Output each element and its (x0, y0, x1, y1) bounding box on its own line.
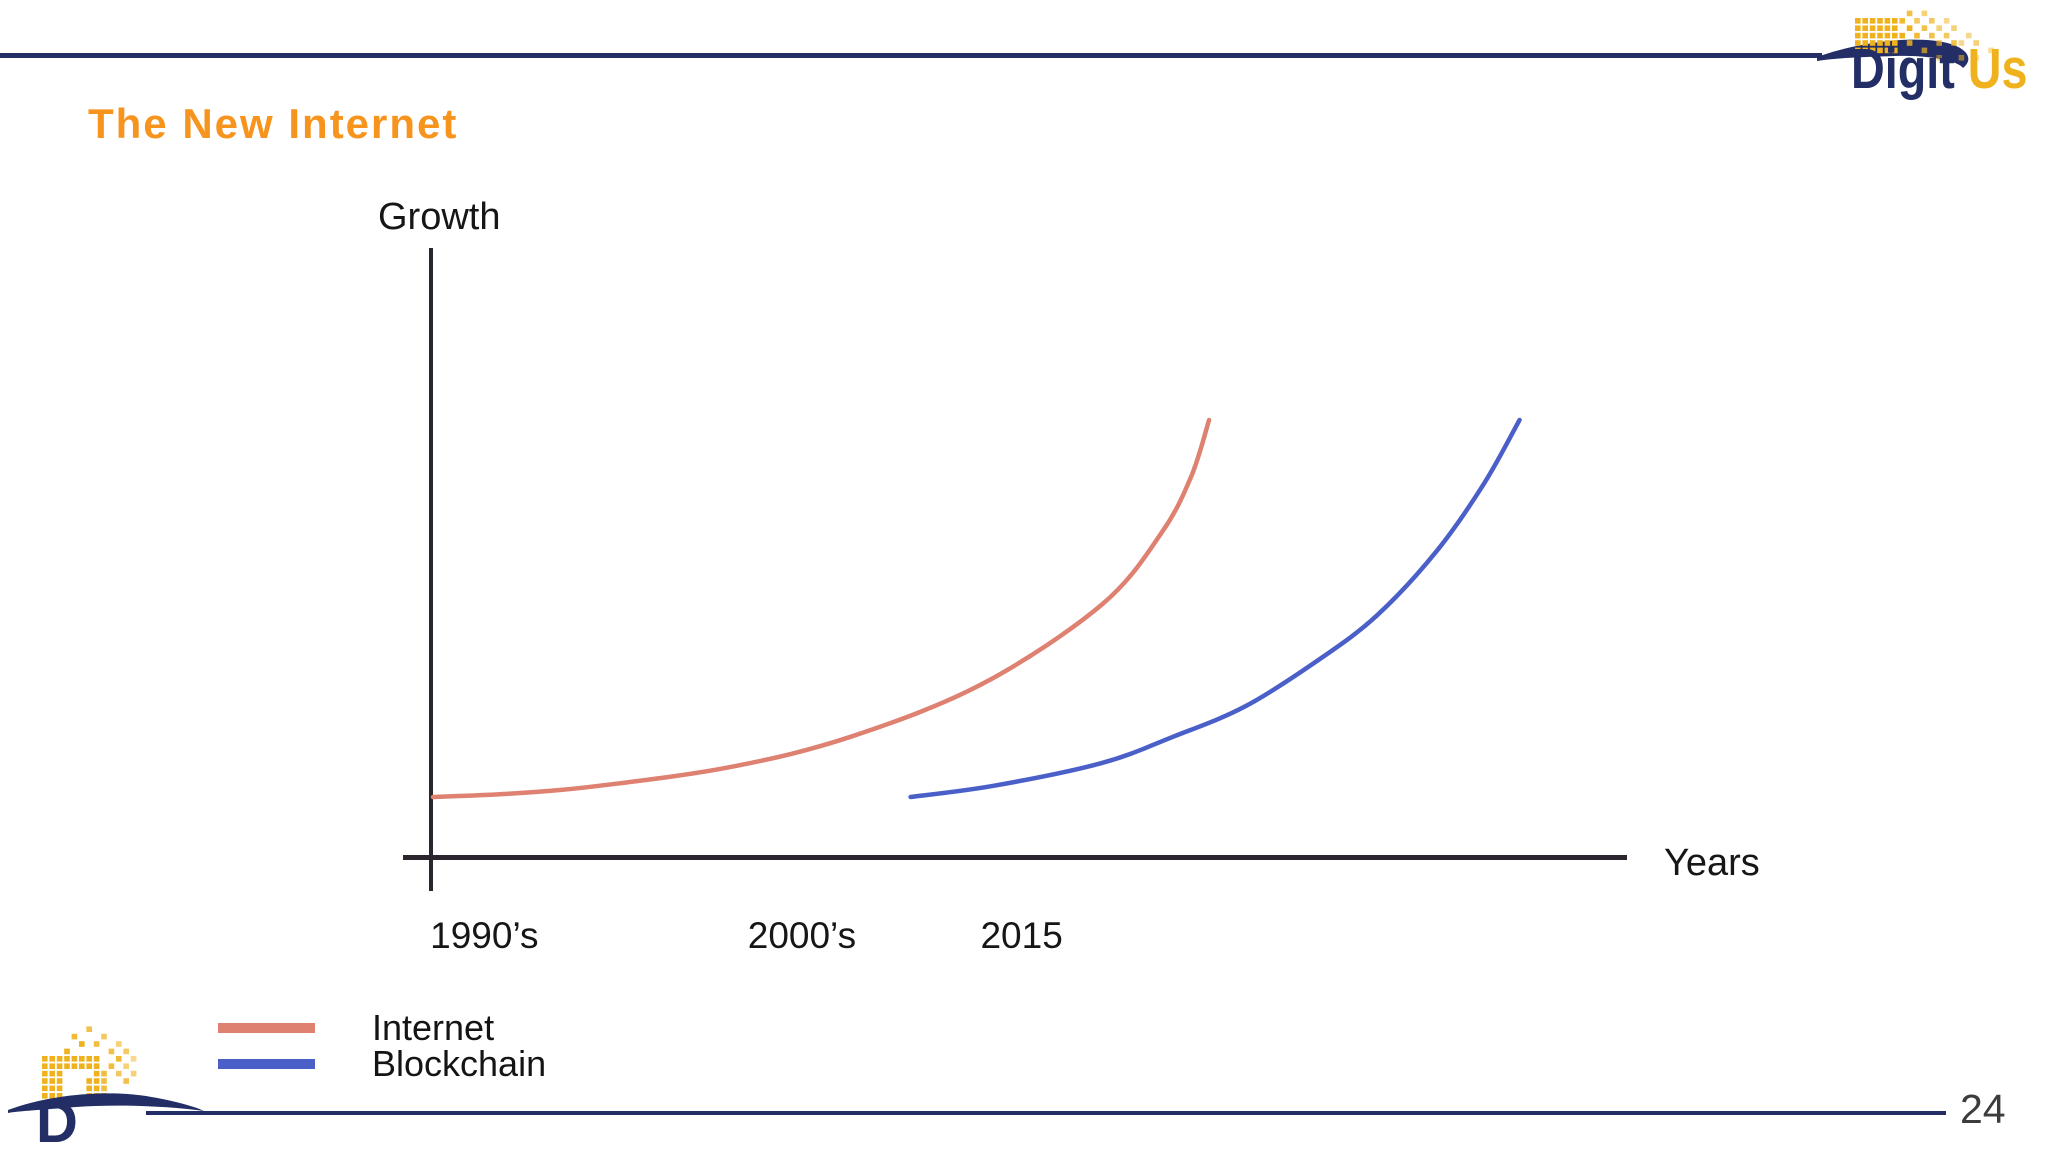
internet-swatch-icon (218, 1023, 315, 1033)
logo-swoosh-icon (1817, 39, 1969, 68)
legend-row-internet: Internet (218, 1007, 546, 1048)
blockchain-growth-curve (908, 417, 1522, 800)
slide-title: The New Internet (88, 100, 459, 147)
chart-legend: Internet Blockchain (218, 1007, 547, 1084)
chart-curves (430, 417, 1522, 800)
mark-pixel-squares-icon (42, 1026, 137, 1099)
mark-swoosh-icon (8, 1093, 204, 1113)
logo-wordmark: Digit Us (1851, 38, 2028, 100)
tick-label-2015: 2015 (980, 915, 1063, 956)
top-divider-line (0, 53, 1822, 58)
x-axis-label: Years (1664, 842, 1760, 884)
tick-label-1990s: 1990’s (430, 915, 539, 956)
digitus-mark-logo: D (8, 1026, 204, 1150)
tick-label-2000s: 2000’s (747, 915, 857, 956)
bottom-divider-line (146, 1111, 1946, 1115)
mark-letter-d: D (36, 1090, 78, 1150)
page-number: 24 (1960, 1086, 2006, 1132)
legend-row-blockchain: Blockchain (218, 1043, 547, 1084)
logo-text-us: Us (1968, 38, 2028, 100)
digitus-logo: Digit Us (1817, 10, 2028, 100)
y-axis-line (429, 248, 433, 891)
legend-label-internet: Internet (372, 1007, 495, 1048)
legend-label-blockchain: Blockchain (372, 1043, 547, 1084)
logo-pixel-squares-icon (1855, 10, 1994, 61)
logo-text-digit: Digit (1851, 38, 1955, 100)
internet-growth-curve (430, 417, 1212, 800)
y-axis-label: Growth (378, 196, 501, 238)
blockchain-swatch-icon (218, 1059, 315, 1069)
x-axis-line (403, 855, 1627, 860)
